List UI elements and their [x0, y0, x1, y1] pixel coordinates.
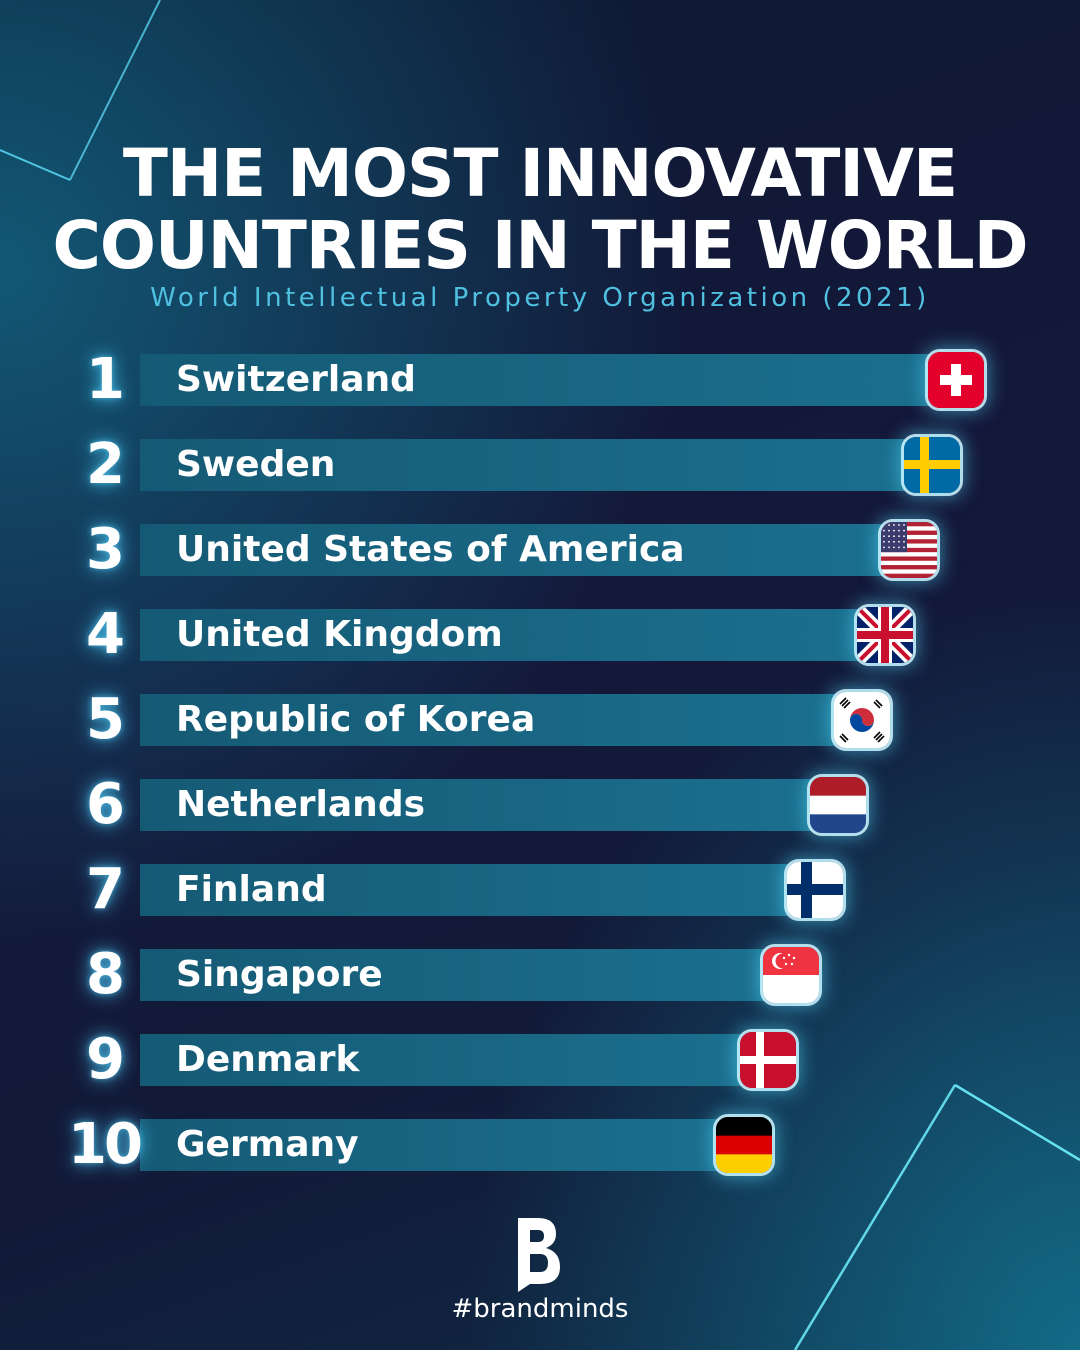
country-label: Singapore [176, 954, 383, 995]
country-label: Sweden [176, 444, 336, 485]
country-label: Germany [176, 1124, 359, 1165]
rank-number: 9 [86, 1027, 125, 1092]
ranking-bar [140, 779, 813, 831]
singapore-flag-icon [763, 947, 820, 1003]
ranking-bar [140, 864, 789, 916]
ranking-row: 1 Switzerland [0, 350, 1080, 410]
ranking-row: 5 Republic of Korea [0, 690, 1080, 750]
ranking-bar [140, 949, 766, 1001]
usa-flag-icon [880, 522, 937, 578]
uk-flag-icon [857, 607, 914, 663]
ranking-row: 10 Germany [0, 1115, 1080, 1175]
ranking-bar [140, 1119, 718, 1171]
rank-number: 2 [86, 432, 125, 497]
country-label: Denmark [176, 1039, 360, 1080]
country-label: Republic of Korea [176, 699, 536, 740]
subtitle: World Intellectual Property Organization… [150, 283, 930, 313]
country-label: United States of America [176, 529, 685, 570]
netherlands-flag-icon [810, 777, 867, 833]
south-korea-flag-icon [833, 692, 890, 748]
page-title: THE MOST INNOVATIVE COUNTRIES IN THE WOR… [0, 138, 1080, 282]
finland-flag-icon [786, 862, 843, 918]
ranking-row: 9 Denmark [0, 1030, 1080, 1090]
ranking-bar [140, 1034, 742, 1086]
germany-flag-icon [716, 1117, 772, 1173]
ranking-bar [140, 694, 836, 746]
country-label: Netherlands [176, 784, 426, 825]
ranking-row: 8 Singapore [0, 945, 1080, 1005]
sweden-flag-icon [904, 437, 961, 493]
ranking-bar [140, 524, 883, 576]
rank-number: 1 [86, 347, 125, 412]
ranking-row: 4 United Kingdom [0, 605, 1080, 665]
ranking-bar [140, 609, 860, 661]
title-line-1: THE MOST INNOVATIVE [122, 135, 958, 212]
rank-number: 6 [86, 772, 125, 837]
ranking-row: 7 Finland [0, 860, 1080, 920]
rank-number: 7 [86, 857, 125, 922]
brandminds-logo-icon [518, 1218, 560, 1292]
ranking-bar [140, 439, 907, 491]
country-label: Finland [176, 869, 327, 910]
ranking-row: 2 Sweden [0, 435, 1080, 495]
ranking-row: 6 Netherlands [0, 775, 1080, 835]
denmark-flag-icon [739, 1032, 796, 1088]
country-label: United Kingdom [176, 614, 503, 655]
hashtag-label: #brandminds [451, 1294, 629, 1324]
country-label: Switzerland [176, 359, 416, 400]
rank-number: 8 [86, 942, 125, 1007]
ranking-bar [140, 354, 930, 406]
title-line-2: COUNTRIES IN THE WORLD [52, 207, 1028, 284]
rank-number: 10 [68, 1112, 143, 1177]
rank-number: 3 [86, 517, 125, 582]
rank-number: 4 [86, 602, 125, 667]
rank-number: 5 [86, 687, 125, 752]
switzerland-flag-icon [928, 352, 984, 408]
ranking-row: 3 United States of America [0, 520, 1080, 580]
